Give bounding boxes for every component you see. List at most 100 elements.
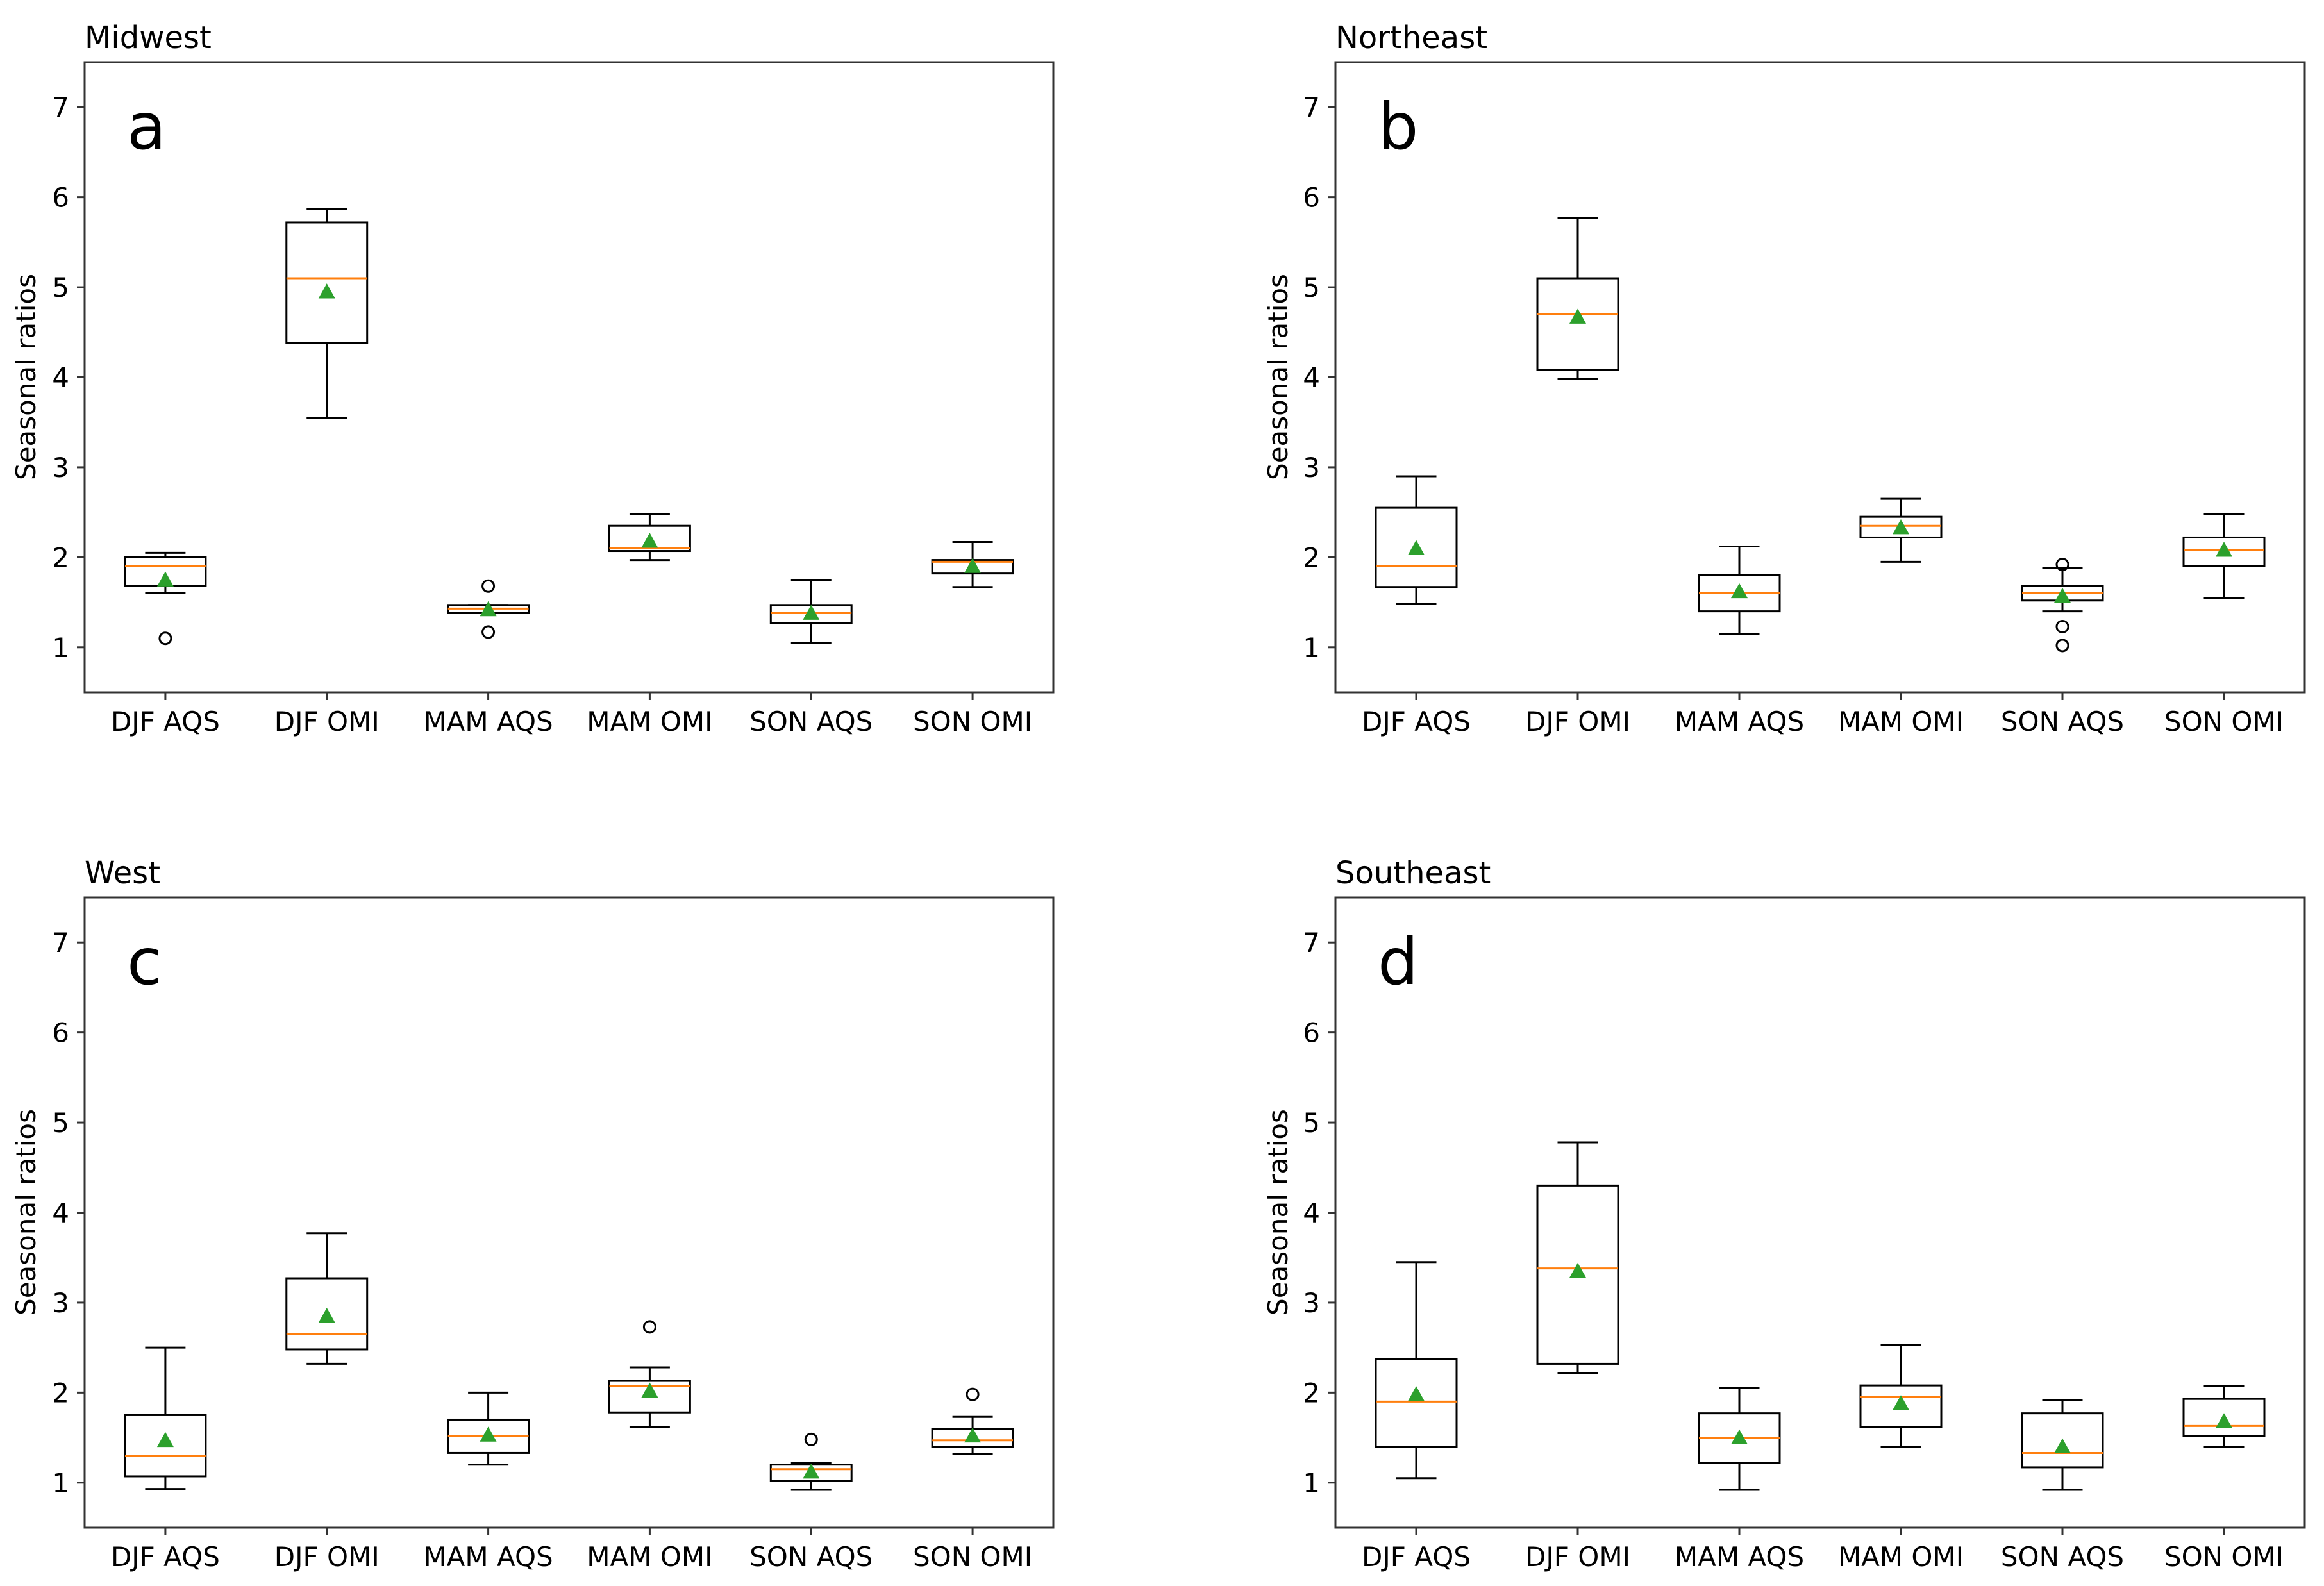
- y-tick-label: 7: [1303, 92, 1320, 123]
- iqr-box: [1536, 1184, 1619, 1365]
- x-tick-label: MAM AQS: [1675, 706, 1804, 737]
- x-tick-label: MAM AQS: [1675, 1541, 1804, 1573]
- panel-title: West: [85, 855, 160, 891]
- panel-label: b: [1378, 89, 1418, 164]
- box-djf-omi: DJF OMI: [274, 1232, 380, 1573]
- mean-marker: [1569, 308, 1586, 324]
- iqr-box: [285, 221, 369, 344]
- mean-marker: [1731, 583, 1748, 599]
- x-tick-label: SON AQS: [749, 1541, 873, 1573]
- iqr-box: [1859, 1384, 1943, 1428]
- y-tick-label: 5: [1303, 272, 1320, 303]
- box-son-aqs: SON AQS: [2001, 558, 2124, 737]
- box-djf-omi: DJF OMI: [1525, 1141, 1630, 1573]
- y-axis-label: Seasonal ratios: [10, 1109, 42, 1315]
- mean-marker: [803, 605, 820, 620]
- mean-marker: [1569, 1262, 1586, 1278]
- y-tick-label: 1: [52, 1467, 69, 1499]
- y-tick-label: 7: [1303, 927, 1320, 958]
- axes-frame: [1334, 61, 2306, 694]
- mean-marker: [964, 558, 982, 573]
- box-mam-omi: MAM OMI: [587, 513, 713, 737]
- x-tick-label: DJF AQS: [1362, 1541, 1471, 1573]
- box-djf-aqs: DJF AQS: [111, 1346, 220, 1573]
- box-djf-aqs: DJF AQS: [1362, 475, 1471, 737]
- panel-southeast: Southeast d Seasonal ratios 1 2 3 4 5 6 7 DJF AQS D…: [1262, 855, 2306, 1573]
- y-axis-label: Seasonal ratios: [1262, 274, 1294, 480]
- box-mam-omi: MAM OMI: [1838, 497, 1964, 737]
- mean-marker: [2054, 587, 2071, 603]
- x-tick-label: DJF AQS: [111, 1541, 220, 1573]
- y-tick-label: 4: [1303, 1198, 1320, 1229]
- x-tick-label: SON AQS: [749, 706, 873, 737]
- y-axis-label: Seasonal ratios: [10, 274, 42, 480]
- panel-label: d: [1378, 924, 1418, 999]
- box-mam-aqs: MAM AQS: [423, 579, 553, 737]
- y-tick-label: 2: [52, 1377, 69, 1408]
- mean-marker: [641, 533, 658, 548]
- y-tick-label: 6: [1303, 1017, 1320, 1049]
- x-tick-label: SON AQS: [2001, 1541, 2124, 1573]
- y-tick-label: 7: [52, 927, 69, 958]
- box-son-aqs: SON AQS: [749, 1432, 873, 1573]
- x-tick-label: SON AQS: [2001, 706, 2124, 737]
- box-mam-aqs: MAM AQS: [423, 1391, 553, 1573]
- panel-label: c: [127, 924, 162, 999]
- outlier-point: [804, 1432, 818, 1446]
- mean-marker: [1731, 1429, 1748, 1444]
- iqr-box: [608, 1380, 691, 1414]
- mean-marker: [641, 1382, 658, 1398]
- box-mam-omi: MAM OMI: [1838, 1344, 1964, 1573]
- mean-marker: [964, 1427, 982, 1443]
- iqr-box: [1375, 1358, 1458, 1448]
- mean-marker: [1408, 1386, 1425, 1401]
- y-tick-label: 6: [52, 182, 69, 213]
- y-tick-label: 2: [1303, 542, 1320, 573]
- outlier-point: [481, 579, 496, 593]
- y-tick-label: 3: [1303, 452, 1320, 483]
- x-tick-label: SON OMI: [913, 1541, 1032, 1573]
- outlier-point: [481, 625, 496, 639]
- y-tick-label: 3: [1303, 1287, 1320, 1319]
- box-son-omi: SON OMI: [913, 540, 1032, 737]
- x-tick-label: DJF OMI: [274, 1541, 380, 1573]
- box-son-aqs: SON AQS: [2001, 1399, 2124, 1573]
- x-tick-label: MAM OMI: [587, 706, 712, 737]
- iqr-box: [608, 524, 691, 553]
- mean-marker: [480, 1426, 497, 1442]
- box-son-omi: SON OMI: [2164, 1385, 2284, 1573]
- y-tick-label: 5: [52, 272, 69, 303]
- y-tick-label: 1: [1303, 1467, 1320, 1499]
- iqr-box: [1375, 506, 1458, 588]
- y-tick-label: 1: [1303, 632, 1320, 664]
- iqr-box: [2021, 1412, 2104, 1469]
- x-tick-label: DJF OMI: [274, 706, 380, 737]
- x-tick-label: SON OMI: [2164, 706, 2284, 737]
- panel-title: Northeast: [1335, 20, 1487, 56]
- iqr-box: [2182, 1398, 2266, 1437]
- y-tick-label: 6: [52, 1017, 69, 1049]
- x-tick-label: MAM OMI: [1838, 706, 1964, 737]
- x-tick-label: DJF AQS: [1362, 706, 1471, 737]
- iqr-box: [1536, 277, 1619, 371]
- box-son-aqs: SON AQS: [749, 578, 873, 737]
- box-mam-aqs: MAM AQS: [1675, 1387, 1804, 1573]
- mean-marker: [2216, 542, 2232, 557]
- mean-marker: [156, 571, 174, 587]
- outlier-point: [642, 1320, 656, 1334]
- x-tick-label: MAM OMI: [1838, 1541, 1964, 1573]
- y-tick-label: 3: [52, 1287, 69, 1319]
- mean-marker: [318, 283, 335, 299]
- panel-northeast: Northeast b Seasonal ratios 1 2 3 4 5 6 7 DJF AQS D…: [1262, 20, 2306, 737]
- y-tick-label: 7: [52, 92, 69, 123]
- outlier-point: [2055, 619, 2069, 633]
- x-tick-label: DJF AQS: [111, 706, 220, 737]
- y-tick-label: 5: [52, 1107, 69, 1139]
- box-mam-omi: MAM OMI: [587, 1320, 713, 1573]
- panel-title: Midwest: [85, 20, 212, 56]
- y-tick-label: 3: [52, 452, 69, 483]
- mean-marker: [2216, 1413, 2232, 1428]
- x-tick-label: SON OMI: [2164, 1541, 2284, 1573]
- outlier-point: [2055, 639, 2069, 653]
